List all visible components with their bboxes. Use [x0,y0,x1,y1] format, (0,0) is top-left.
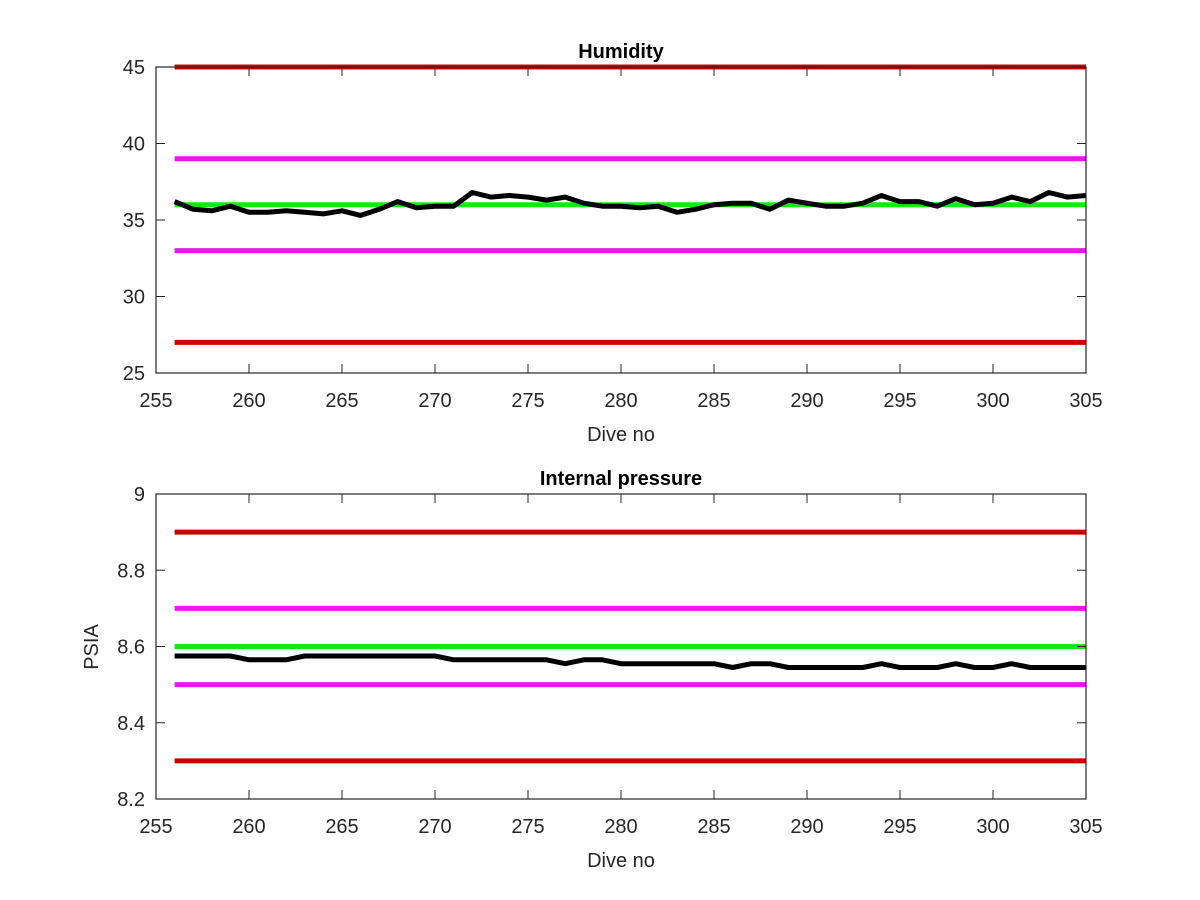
pressure-y-tick-label: 9 [134,484,145,506]
humidity-ticks: 255 260 265 270 275 280 285 290 295 300 305 25 30 35 4… [123,57,1103,412]
pressure-x-tick-label: 275 [511,816,544,838]
pressure-reference-lines [174,529,1086,764]
humidity-title: Humidity [578,41,664,63]
humidity-x-tick-label: 270 [418,390,451,412]
pressure-y-axis-label: PSIA [81,624,103,670]
pressure-title: Internal pressure [540,468,702,490]
pressure-x-tick-label: 305 [1069,816,1102,838]
pressure-x-tick-label: 295 [883,816,916,838]
humidity-x-tick-label: 275 [511,390,544,412]
pressure-x-tick-label: 300 [976,816,1009,838]
humidity-x-tick-label: 300 [976,390,1009,412]
humidity-x-tick-label: 285 [697,390,730,412]
pressure-y-tick-label: 8.4 [117,713,145,735]
humidity-series [173,190,1087,218]
humidity-x-tick-label: 295 [883,390,916,412]
pressure-y-tick-label: 8.8 [117,560,145,582]
humidity-axes-box [155,66,1087,374]
humidity-x-axis-label: Dive no [587,424,655,446]
humidity-x-tick-label: 305 [1069,390,1102,412]
humidity-x-tick-label: 265 [325,390,358,412]
humidity-x-tick-label: 290 [790,390,823,412]
humidity-y-tick-label: 45 [123,57,145,79]
humidity-data-line [173,190,1087,218]
pressure-x-tick-label: 260 [232,816,265,838]
pressure-ticks: 255 260 265 270 275 280 285 290 295 300 305 8.2 8.4 8… [117,484,1103,838]
pressure-x-tick-label: 270 [418,816,451,838]
pressure-y-tick-label: 8.6 [117,637,145,659]
pressure-x-tick-label: 280 [604,816,637,838]
pressure-data-line [174,653,1086,670]
pressure-x-tick-label: 255 [139,816,172,838]
humidity-y-tick-label: 35 [123,210,145,232]
humidity-x-tick-label: 280 [604,390,637,412]
pressure-x-tick-label: 265 [325,816,358,838]
humidity-chart: 255 260 265 270 275 280 285 290 295 300 305 25 30 35 4… [123,41,1103,446]
humidity-y-tick-label: 25 [123,363,145,385]
pressure-x-axis-label: Dive no [587,850,655,872]
pressure-series [174,653,1086,670]
humidity-x-tick-label: 255 [139,390,172,412]
pressure-x-tick-label: 285 [697,816,730,838]
humidity-y-tick-label: 30 [123,287,145,309]
humidity-y-tick-label: 40 [123,134,145,156]
internal-pressure-chart: 255 260 265 270 275 280 285 290 295 300 305 8.2 8.4 8… [81,468,1103,872]
humidity-x-tick-label: 260 [232,390,265,412]
pressure-x-tick-label: 290 [790,816,823,838]
pressure-y-tick-label: 8.2 [117,789,145,811]
